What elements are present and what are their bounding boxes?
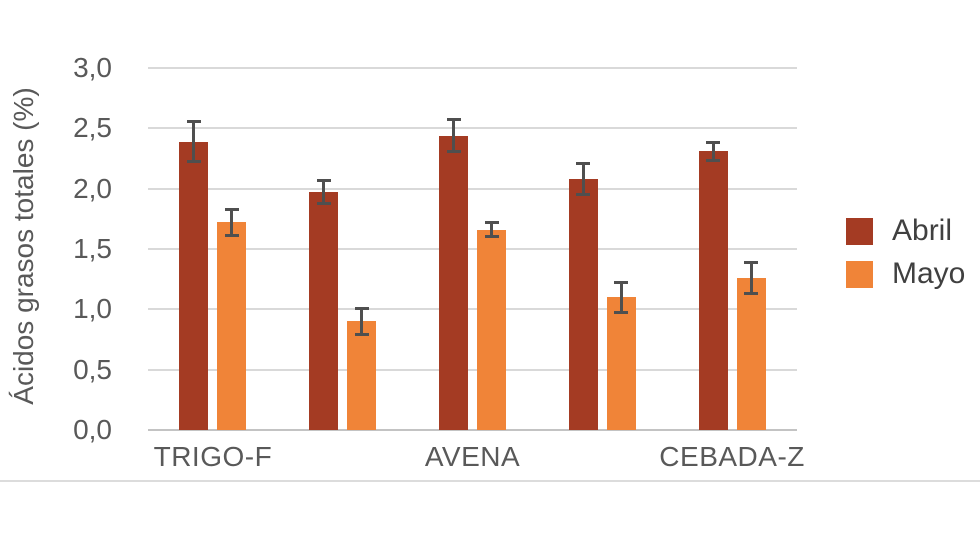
error-bar-cap-top xyxy=(614,280,629,284)
gridline xyxy=(148,368,797,371)
error-bar-cap-top xyxy=(446,117,461,121)
bar-abril-1 xyxy=(309,192,339,430)
page-divider xyxy=(0,480,980,482)
error-bar-cap-bottom xyxy=(186,160,201,164)
error-bar-cap-bottom xyxy=(354,332,369,336)
error-bar-stem xyxy=(322,180,326,205)
error-bar-cap-top xyxy=(354,307,369,311)
gridline xyxy=(148,308,797,311)
error-bar-cap-bottom xyxy=(744,291,759,295)
gridline xyxy=(148,127,797,130)
gridline xyxy=(148,187,797,190)
error-bar-cap-top xyxy=(484,221,499,225)
bar-abril-0 xyxy=(179,141,209,430)
bar-abril-3 xyxy=(568,179,598,430)
bar-abril-2 xyxy=(439,135,468,430)
bar-abril-4 xyxy=(698,151,728,430)
y-tick-label: 1,5 xyxy=(73,233,112,264)
error-bar-cap-top xyxy=(706,140,721,144)
legend-label-abril: Abril xyxy=(892,214,953,247)
error-bar-cap-bottom xyxy=(224,233,239,237)
bar-mayo-3 xyxy=(606,297,636,430)
x-tick-label-trigo-f: TRIGO-F xyxy=(153,441,273,472)
error-bar-stem xyxy=(711,141,715,161)
error-bar-cap-bottom xyxy=(484,234,499,238)
legend-label-mayo: Mayo xyxy=(892,257,966,290)
error-bar-cap-top xyxy=(744,261,759,265)
y-tick-label: 3,0 xyxy=(73,52,112,83)
error-bar-stem xyxy=(360,308,364,335)
x-axis-line xyxy=(148,429,797,431)
bar-mayo-1 xyxy=(347,321,377,430)
y-tick-label: 0,0 xyxy=(73,414,112,445)
bar-mayo-4 xyxy=(736,277,766,430)
bar-mayo-0 xyxy=(217,222,247,430)
error-bar-cap-bottom xyxy=(614,310,629,314)
x-tick-label-cebada-z: CEBADA-Z xyxy=(659,441,805,472)
legend-item-mayo: Mayo xyxy=(846,259,965,289)
legend-swatch-abril xyxy=(846,217,873,245)
legend-item-abril: Abril xyxy=(846,216,965,246)
error-bar-cap-top xyxy=(186,120,201,124)
legend: Abril Mayo xyxy=(846,216,965,289)
gridline xyxy=(148,248,797,250)
y-tick-label: 2,5 xyxy=(73,112,112,144)
error-bar-cap-top xyxy=(316,179,331,183)
error-bar-stem xyxy=(192,121,196,163)
y-tick-label: 2,0 xyxy=(73,172,112,204)
gridline xyxy=(148,67,797,69)
error-bar-cap-top xyxy=(576,162,591,166)
error-bar-cap-bottom xyxy=(706,158,721,162)
error-bar-stem xyxy=(230,209,234,236)
error-bar-cap-bottom xyxy=(576,192,591,196)
error-bar-stem xyxy=(581,163,585,195)
bar-mayo-2 xyxy=(477,229,506,430)
legend-swatch-mayo xyxy=(846,260,873,288)
error-bar-stem xyxy=(490,222,493,237)
error-bar-cap-top xyxy=(224,208,239,212)
error-bar-stem xyxy=(452,118,455,153)
plot-area xyxy=(148,67,797,431)
error-bar-stem xyxy=(749,262,753,294)
y-tick-label: 0,5 xyxy=(73,353,112,385)
error-bar-cap-bottom xyxy=(316,202,331,206)
error-bar-stem xyxy=(619,281,623,313)
error-bar-cap-bottom xyxy=(446,150,461,154)
y-tick-label: 1,0 xyxy=(73,293,112,325)
x-tick-label-avena: AVENA xyxy=(424,441,521,472)
